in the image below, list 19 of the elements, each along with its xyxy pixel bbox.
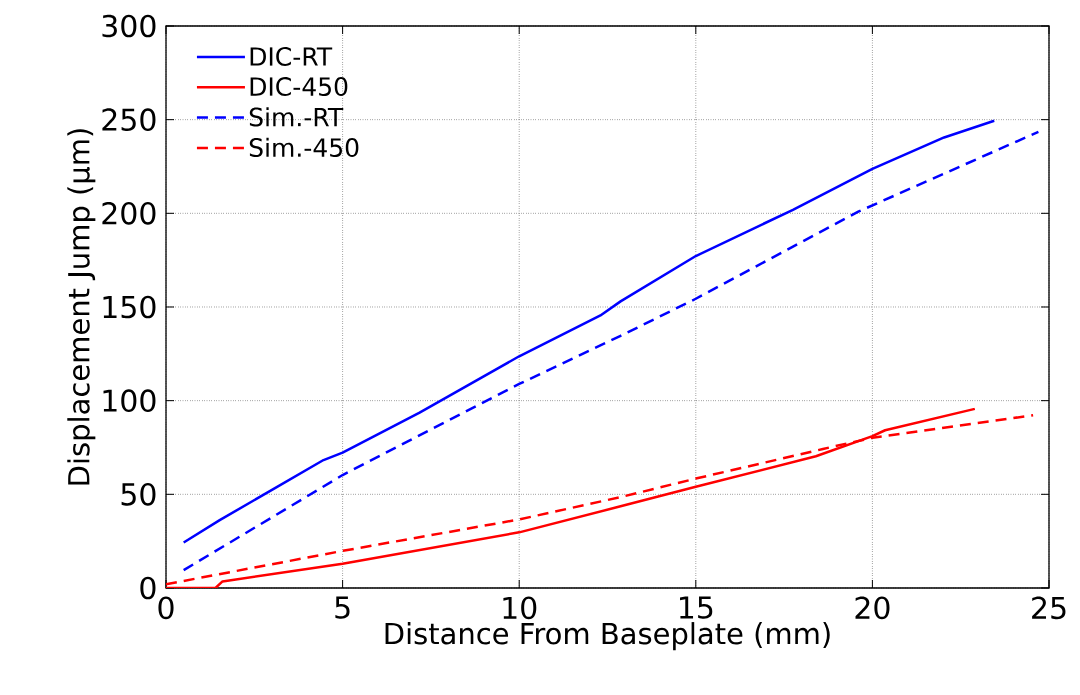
x-tick-label: 5 [335, 596, 350, 619]
x-tick-label: 0 [158, 596, 174, 620]
y-tick-label: 150 [103, 295, 156, 319]
y-tick-label: 250 [102, 108, 156, 131]
y-tick-label: 200 [102, 201, 156, 225]
legend-label: Sim.-RT [249, 107, 344, 127]
x-tick-label: 25 [1032, 596, 1066, 620]
x-tick-label: 15 [680, 596, 713, 619]
legend-label: DIC-450 [250, 77, 348, 97]
legend-label: DIC-RT [250, 47, 333, 66]
y-tick-label: 50 [121, 482, 156, 506]
x-axis-title: Distance From Baseplate (mm) [385, 622, 830, 651]
y-tick-label: 300 [102, 14, 156, 38]
legend-label: Sim.-450 [249, 137, 359, 158]
y-tick-label: 0 [140, 576, 156, 600]
x-tick-label: 20 [855, 596, 890, 620]
y-axis-title: Displacement Jump (μm) [67, 129, 96, 485]
x-tick-label: 10 [503, 596, 537, 620]
y-tick-label: 100 [103, 389, 156, 412]
